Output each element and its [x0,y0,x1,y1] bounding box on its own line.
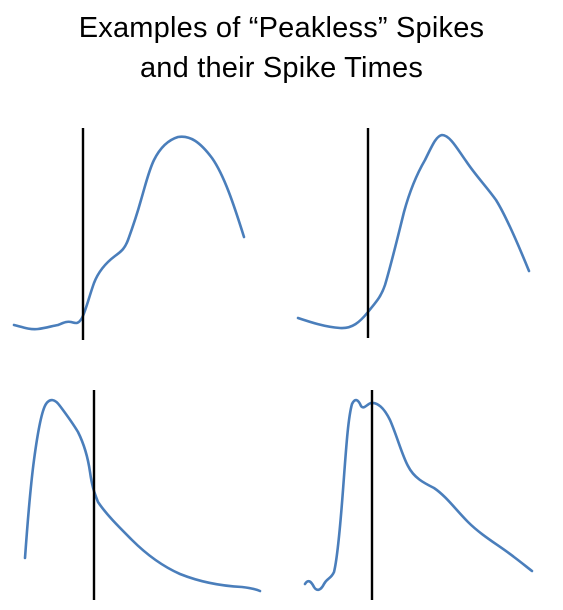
voltage-trace [23,398,262,593]
figure-title: Examples of “Peakless” Spikes and their … [0,8,563,88]
voltage-trace [296,133,531,330]
panel-bottom-left [23,390,262,600]
panel-top-right [296,128,531,338]
title-line-1: Examples of “Peakless” Spikes [78,12,485,44]
panel-top-left [12,128,246,340]
panel-bottom-right [303,390,534,600]
title-line-2: and their Spike Times [139,52,424,84]
voltage-trace [12,135,246,331]
voltage-trace [303,398,534,592]
